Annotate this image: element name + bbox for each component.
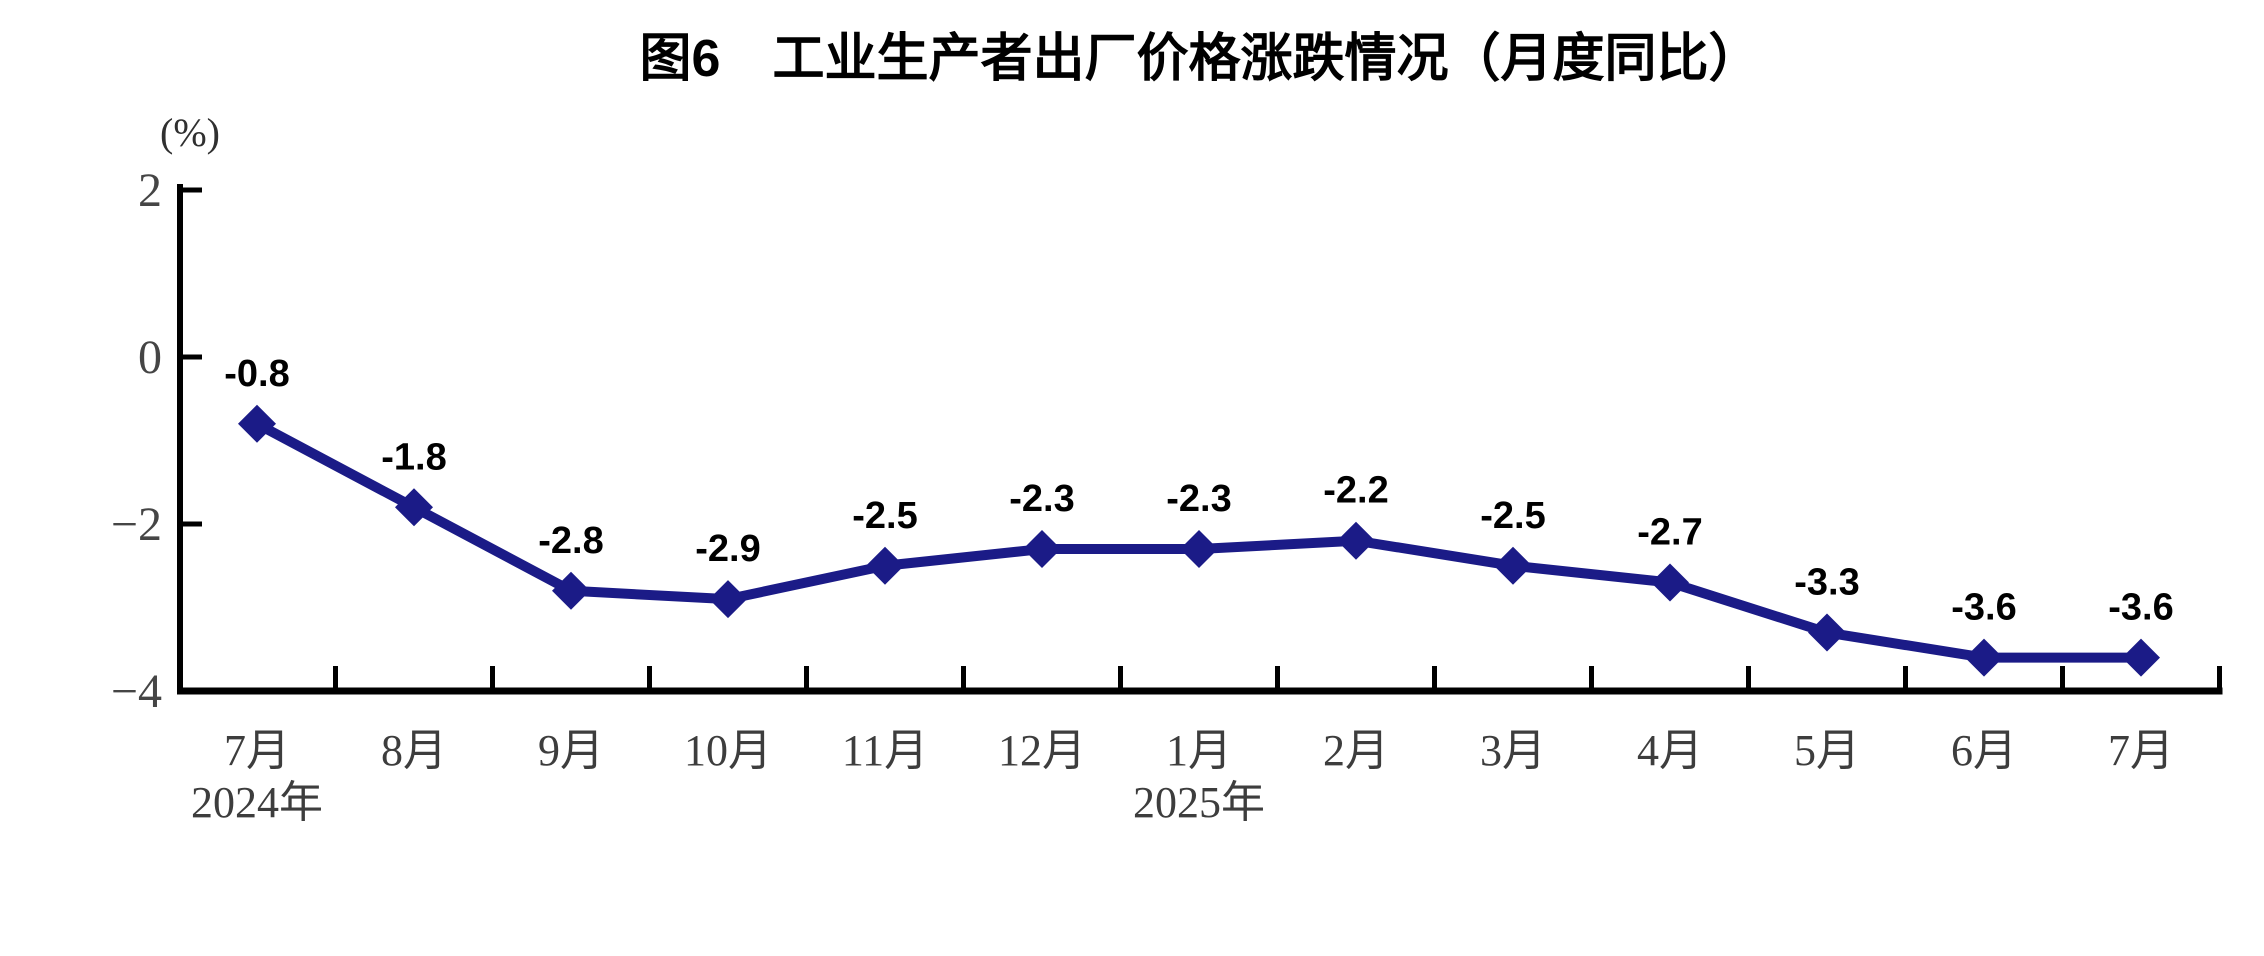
x-axis-month-label: 11月 [842, 726, 928, 775]
x-axis-year-label: 2025年 [1133, 778, 1265, 827]
data-point-marker [395, 488, 433, 527]
data-point-label: -1.8 [381, 436, 446, 478]
data-point-label: -2.7 [1637, 511, 1702, 553]
data-point-label: -2.9 [695, 528, 760, 570]
data-point-label: -2.3 [1166, 478, 1231, 520]
data-point-marker [1651, 563, 1689, 602]
data-point-label: -0.8 [224, 353, 289, 395]
data-point-label: -2.5 [1480, 495, 1545, 537]
data-point-marker [1180, 530, 1218, 569]
x-axis-month-label: 6月 [1951, 726, 2017, 775]
data-point-marker [238, 404, 276, 443]
x-axis-month-label: 2月 [1323, 726, 1389, 775]
data-point-label: -2.2 [1323, 470, 1388, 512]
data-point-label: -2.8 [538, 520, 603, 562]
y-axis-tick-label: −2 [111, 498, 162, 551]
data-point-label: -3.6 [1951, 587, 2016, 629]
y-axis-tick-label: 0 [138, 331, 162, 384]
data-point-label: -2.3 [1009, 478, 1074, 520]
x-axis-year-label: 2024年 [191, 778, 323, 827]
data-point-marker [1965, 638, 2003, 677]
data-point-marker [1023, 530, 1061, 569]
x-axis-month-label: 5月 [1794, 726, 1860, 775]
x-axis-month-label: 8月 [381, 726, 447, 775]
y-axis-unit-label: (%) [160, 110, 220, 155]
data-point-marker [1808, 613, 1846, 652]
x-axis-month-label: 7月 [224, 726, 290, 775]
data-point-marker [2122, 638, 2160, 677]
x-axis-month-label: 1月 [1166, 726, 1232, 775]
data-point-marker [1337, 521, 1375, 560]
x-axis-month-label: 7月 [2108, 726, 2174, 775]
x-axis-month-label: 12月 [998, 726, 1086, 775]
data-point-marker [866, 546, 904, 585]
data-point-label: -3.6 [2108, 587, 2173, 629]
data-point-marker [552, 571, 590, 610]
data-point-marker [709, 580, 747, 619]
y-axis-tick-label: 2 [138, 164, 162, 217]
y-axis-tick-label: −4 [111, 665, 162, 718]
x-axis-month-label: 3月 [1480, 726, 1546, 775]
x-axis-month-label: 10月 [684, 726, 772, 775]
data-point-marker [1494, 546, 1532, 585]
chart-title: 图6 工业生产者出厂价格涨跌情况（月度同比） [640, 30, 1761, 88]
data-point-label: -2.5 [852, 495, 917, 537]
x-axis-month-label: 4月 [1637, 726, 1703, 775]
x-axis-month-label: 9月 [538, 726, 604, 775]
data-point-label: -3.3 [1794, 562, 1859, 604]
